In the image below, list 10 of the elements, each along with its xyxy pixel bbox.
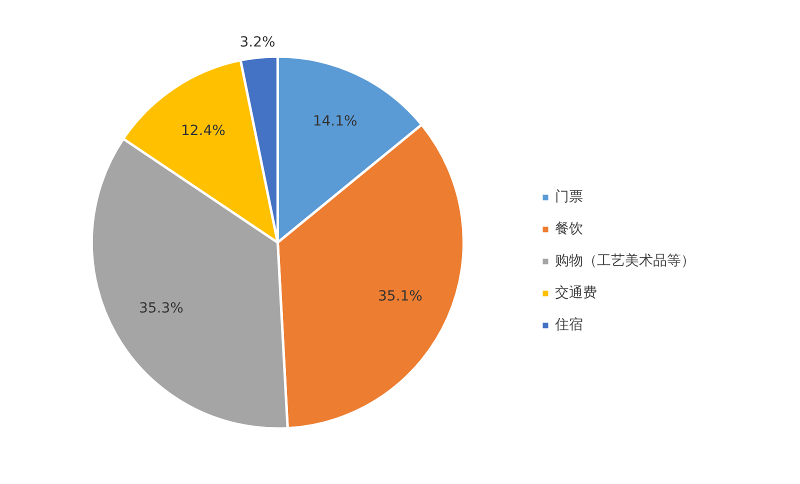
data-label: 35.1% (378, 288, 422, 305)
legend-label: 门票 (555, 188, 583, 206)
data-label: 35.3% (138, 300, 184, 317)
data-label: 12.4% (180, 123, 226, 140)
data-label: 14.1% (312, 113, 358, 130)
legend-label: 购物（工艺美术品等） (555, 252, 695, 270)
legend-label: 住宿 (555, 316, 583, 334)
legend-label: 交通费 (555, 284, 597, 302)
legend-label: 餐饮 (555, 220, 583, 238)
data-label: 3.2% (240, 34, 276, 50)
